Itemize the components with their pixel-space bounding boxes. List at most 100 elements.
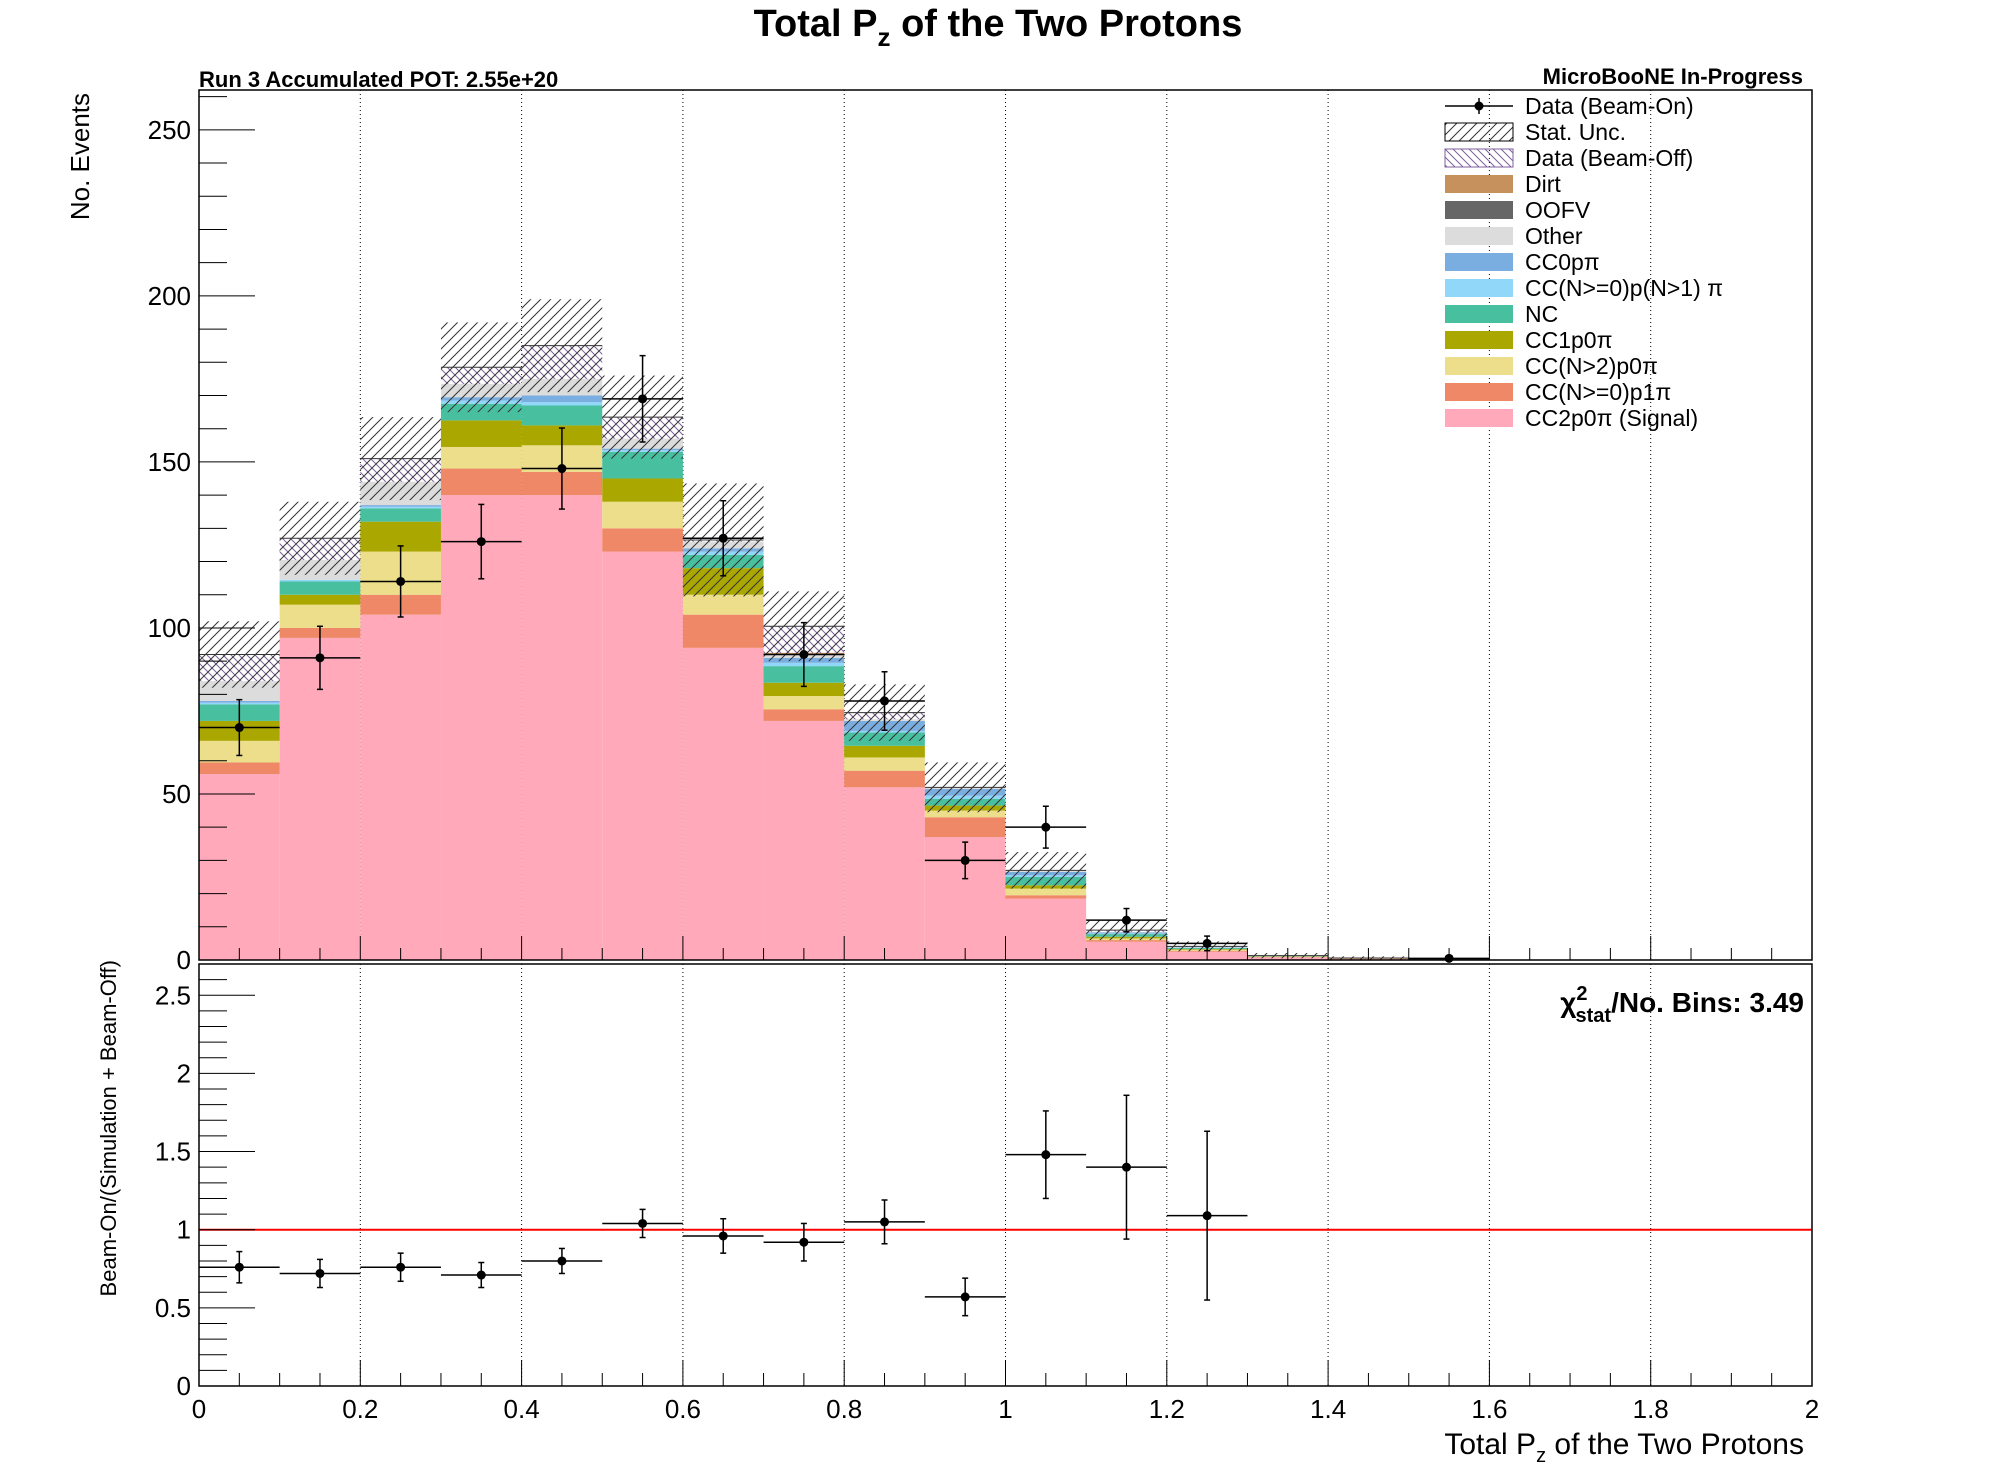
y-tick-label: 0.5 [155,1293,191,1323]
y-tick-label: 0 [177,945,191,975]
bar-segment [360,505,441,507]
legend-label: CC1p0π [1525,327,1612,353]
legend-swatch [1445,227,1513,245]
x-tick-label: 1.2 [1149,1394,1185,1424]
legend-swatch [1444,122,1514,142]
legend-label: CC(N>2)p0π [1525,353,1658,379]
y-tick-label: 0 [177,1371,191,1401]
bar-segment [440,420,522,447]
x-tick-label: 2 [1805,1394,1819,1424]
stat-unc-band [199,621,280,688]
bar-segment [521,495,603,960]
stat-unc-band [1005,852,1087,889]
bar-segment [763,696,845,710]
bar-segment [924,810,1006,818]
legend-label: Stat. Unc. [1525,119,1626,145]
legend-swatch [1445,279,1513,297]
legend-label: Data (Beam-On) [1525,93,1694,119]
bar-segment [602,478,683,502]
bar-segment [279,581,361,595]
ratio-point [234,1262,244,1272]
stat-unc-band [521,299,603,393]
bar-segment [521,405,603,426]
bar-segment [602,551,683,960]
data-point [557,464,567,474]
bottom-grid [359,964,1652,1386]
ratio-point [1121,1162,1131,1172]
y-tick-label: 50 [162,779,191,809]
ratio-point [718,1231,728,1241]
experiment-label: MicroBooNE In-Progress [1543,64,1803,89]
bar-segment [763,709,845,721]
ratio-point [396,1262,406,1272]
legend-swatch [1445,357,1513,375]
data-point [638,394,648,404]
bar-segment [440,446,522,469]
ratio-point [1041,1150,1051,1160]
y-tick-label: 1.5 [155,1137,191,1167]
y-tick-label: 100 [148,613,191,643]
ratio-point [1202,1211,1212,1221]
bar-segment [279,579,361,582]
legend-label: Data (Beam-Off) [1525,145,1693,171]
legend-label: Other [1525,223,1583,249]
x-tick-label: 0 [192,1394,206,1424]
bar-segment [682,647,764,960]
ratio-point [315,1268,325,1278]
legend-swatch [1444,148,1514,168]
legend-swatch [1445,201,1513,219]
ratio-points [199,1094,1248,1317]
legend-label: CC(N>=0)p1π [1525,379,1671,405]
bar-segment [924,817,1006,838]
legend: Data (Beam-On)Stat. Unc.Data (Beam-Off)D… [1444,93,1723,431]
data-points [199,354,1490,963]
data-point [315,653,325,663]
bar-segment [602,528,683,552]
legend-marker [1474,101,1484,111]
data-point [1041,822,1051,832]
top-y-label: No. Events [65,93,95,220]
x-tick-label: 0.4 [504,1394,540,1424]
data-point [1202,938,1212,948]
data-point [880,696,890,706]
bottom-y-label: Beam-On/(Simulation + Beam-Off) [96,960,121,1296]
ratio-point [960,1292,970,1302]
bar-segment [763,682,845,697]
bar-segment [279,594,361,605]
bottom-axes: 0 0.5 1 1.5 2 2.5 0 0.2 0.4 0.6 0.8 1 1.2 1.4 1.6 1.8 2 [155,979,1819,1424]
bottom-panel: 00.511.522.50 0.2 0.4 0.6 0.8 1 1.2 1.4 1.6 1.8 2 … [96,960,1819,1467]
ratio-point [799,1237,809,1247]
top-y-axis: 0 50 100 150 200 250 [148,96,1813,975]
x-tick-label: 1.6 [1471,1394,1507,1424]
stat-unc-band [360,417,441,501]
data-point [799,650,809,660]
legend-swatch [1445,175,1513,193]
legend-swatch [1445,253,1513,271]
legend-label: NC [1525,301,1558,327]
stat-unc-band [924,762,1006,813]
stat-unc-band [440,322,522,413]
bar-segment [844,787,925,960]
ratio-point [638,1218,648,1228]
bar-segment [521,402,603,406]
x-tick-label: 1.4 [1310,1394,1346,1424]
bar-segment [682,594,764,615]
ratio-point [476,1270,486,1280]
bar-segment [1005,895,1087,899]
bar-segment [279,637,361,960]
x-tick-label: 0.2 [342,1394,378,1424]
bar-segment [1086,940,1167,942]
data-point [1121,915,1131,925]
bar-segment [360,614,441,960]
bar-segment [602,501,683,529]
legend-label: CC0pπ [1525,249,1600,275]
stat-unc-bands [199,299,1490,960]
bar-segment [199,762,280,775]
data-point [718,533,728,543]
y-tick-label: 200 [148,281,191,311]
x-tick-label: 1 [998,1394,1012,1424]
bar-segment [199,774,280,960]
bar-segment [1005,888,1087,896]
bar-segment [360,508,441,522]
legend-swatch [1445,305,1513,323]
